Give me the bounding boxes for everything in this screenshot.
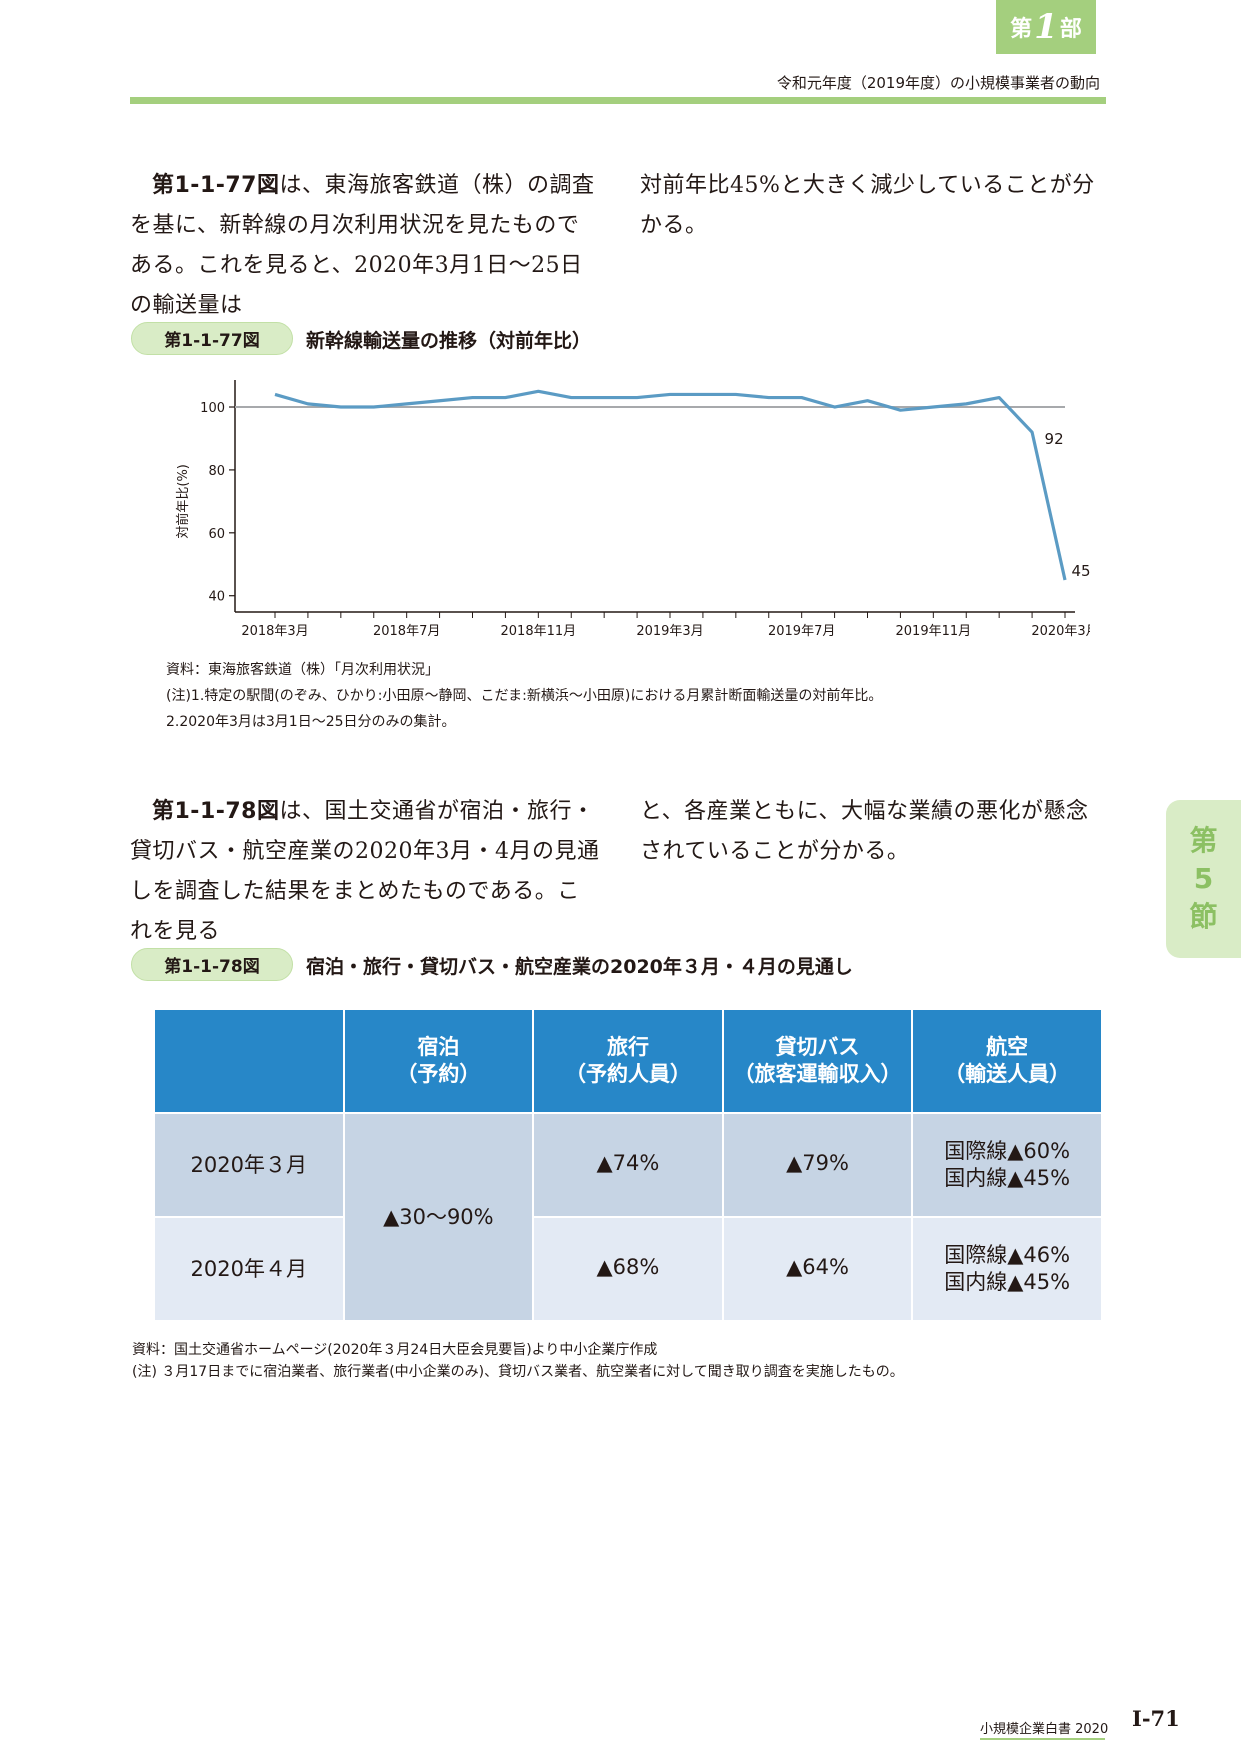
section-tab: 第 5 節 xyxy=(1166,800,1241,958)
intro1-fig-ref: 第1-1-77図 xyxy=(152,173,280,198)
intro1-left-text: は、東海旅客鉄道（株）の調査を基に、新幹線の月次利用状況を見たものである。これを… xyxy=(130,173,595,318)
table-corner xyxy=(153,1008,345,1114)
header-travel: 旅行 （予約人員） xyxy=(532,1008,724,1114)
chart-series xyxy=(274,389,1067,581)
bus-april: ▲64% xyxy=(721,1216,914,1322)
intro2-right: と、各産業ともに、大幅な業績の悪化が懸念されていることが分かる。 xyxy=(640,799,1089,864)
air-april: 国際線▲46% 国内線▲45% xyxy=(911,1216,1103,1322)
figure77-source: 資料：東海旅客鉄道（株）「月次利用状況」 xyxy=(166,662,439,678)
travel-march: ▲74% xyxy=(532,1112,724,1218)
lodging-merged-cell: ▲30〜90% xyxy=(342,1112,535,1322)
intro2-left: 第1-1-78図は、国土交通省が宿泊・旅行・貸切バス・航空産業の2020年3月・… xyxy=(130,792,600,952)
chart-labels: 1039245 xyxy=(1045,430,1090,580)
figure78-title: 宿泊・旅行・貸切バス・航空産業の2020年３月・４月の見通し xyxy=(306,956,853,978)
header-lodging: 宿泊 （予約） xyxy=(342,1008,535,1114)
x-tick-label: 2018年11月 xyxy=(501,624,577,639)
figure78-label: 第1-1-78図 xyxy=(131,948,293,981)
part-suffix: 部 xyxy=(1059,17,1082,42)
x-tick-label: 2020年3月 xyxy=(1031,624,1090,639)
section-tab-line3: 節 xyxy=(1189,900,1218,933)
figure77-note2: 2.2020年3月は3月1日〜25日分のみの集計。 xyxy=(166,714,456,730)
bus-march: ▲79% xyxy=(721,1112,914,1218)
intro2-fig-ref: 第1-1-78図 xyxy=(152,799,280,824)
figure78-source: 資料：国土交通省ホームページ(2020年３月24日大臣会見要旨)より中小企業庁作… xyxy=(132,1342,658,1358)
travel-april: ▲68% xyxy=(532,1216,724,1322)
section-tab-line1: 第 xyxy=(1189,824,1218,857)
page-number: I-71 xyxy=(1132,1706,1180,1731)
outlook-table: 宿泊 （予約） 旅行 （予約人員） 貸切バス （旅客運輸収入） 航空 （輸送人員） 20… xyxy=(153,1008,1103,1322)
figure78-note: (注) ３月17日までに宿泊業者、旅行業者(中小企業のみ)、貸切バス業者、航空業… xyxy=(132,1364,904,1380)
footer-rule xyxy=(980,1738,1105,1740)
y-tick-label: 80 xyxy=(208,464,225,479)
part-prefix: 第 xyxy=(1010,17,1033,42)
air-march: 国際線▲60% 国内線▲45% xyxy=(911,1112,1103,1218)
table-row: 2020年３月 ▲30〜90% ▲74% ▲79% 国際線▲60% 国内線▲45% xyxy=(153,1112,1103,1322)
header-bus: 貸切バス （旅客運輸収入） xyxy=(721,1008,914,1114)
figure77-label: 第1-1-77図 xyxy=(131,322,293,355)
table-row: 2020年４月 ▲68% ▲64% 国際線▲46% 国内線▲45% xyxy=(153,1216,1103,1322)
part-number: 1 xyxy=(1034,7,1058,47)
x-tick-label: 2019年11月 xyxy=(896,624,972,639)
header-air: 航空 （輸送人員） xyxy=(911,1008,1103,1114)
header-rule xyxy=(130,97,1106,104)
row-label-april: 2020年４月 xyxy=(153,1216,345,1322)
footer-book-title: 小規模企業白書 2020 xyxy=(980,1722,1109,1737)
y-tick-label: 40 xyxy=(208,590,225,605)
y-axis-label: 対前年比(%) xyxy=(175,464,191,539)
figure77-note1: (注)1.特定の駅間(のぞみ、ひかり:小田原〜静岡、こだま:新横浜〜小田原)にお… xyxy=(166,688,883,704)
data-label: 92 xyxy=(1045,430,1064,448)
intro2-left-text: は、国土交通省が宿泊・旅行・貸切バス・航空産業の2020年3月・4月の見通しを調… xyxy=(130,799,600,944)
series-line xyxy=(274,389,1067,581)
running-title: 令和元年度（2019年度）の小規模事業者の動向 xyxy=(776,74,1100,92)
chart-axes: 40 60 80 100 対前年比(%) 2018年3月 2018年7月 2018年11月 20… xyxy=(175,380,1090,639)
x-tick-label: 2018年3月 xyxy=(241,624,308,639)
y-tick-label: 100 xyxy=(200,401,225,416)
y-tick-label: 60 xyxy=(208,527,225,542)
x-tick-label: 2019年3月 xyxy=(636,624,703,639)
x-tick-label: 2018年7月 xyxy=(373,624,440,639)
data-label: 45 xyxy=(1071,562,1090,580)
intro1-right: 対前年比45%と大きく減少していることが分かる。 xyxy=(640,173,1095,238)
section-tab-line2: 5 xyxy=(1193,862,1214,895)
intro1-left: 第1-1-77図は、東海旅客鉄道（株）の調査を基に、新幹線の月次利用状況を見たも… xyxy=(130,166,600,326)
figure77-title: 新幹線輸送量の推移（対前年比） xyxy=(306,330,592,352)
row-label-march: 2020年３月 xyxy=(153,1112,345,1218)
part-tab: 第 1 部 xyxy=(996,0,1096,54)
x-tick-label: 2019年7月 xyxy=(768,624,835,639)
line-chart: 40 60 80 100 対前年比(%) 2018年3月 2018年7月 2018年11月 20… xyxy=(175,380,1090,639)
table-header-row: 宿泊 （予約） 旅行 （予約人員） 貸切バス （旅客運輸収入） 航空 （輸送人員） xyxy=(153,1008,1103,1114)
